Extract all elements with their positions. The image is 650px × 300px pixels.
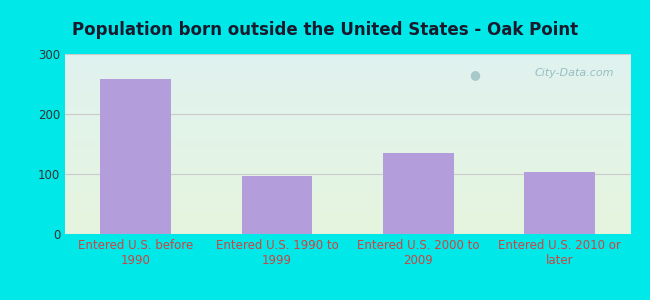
Bar: [383, 153, 454, 234]
Bar: [242, 176, 313, 234]
Text: ●: ●: [470, 68, 480, 81]
Text: Population born outside the United States - Oak Point: Population born outside the United State…: [72, 21, 578, 39]
Bar: [525, 172, 595, 234]
Text: City-Data.com: City-Data.com: [534, 68, 614, 78]
Bar: [100, 79, 171, 234]
